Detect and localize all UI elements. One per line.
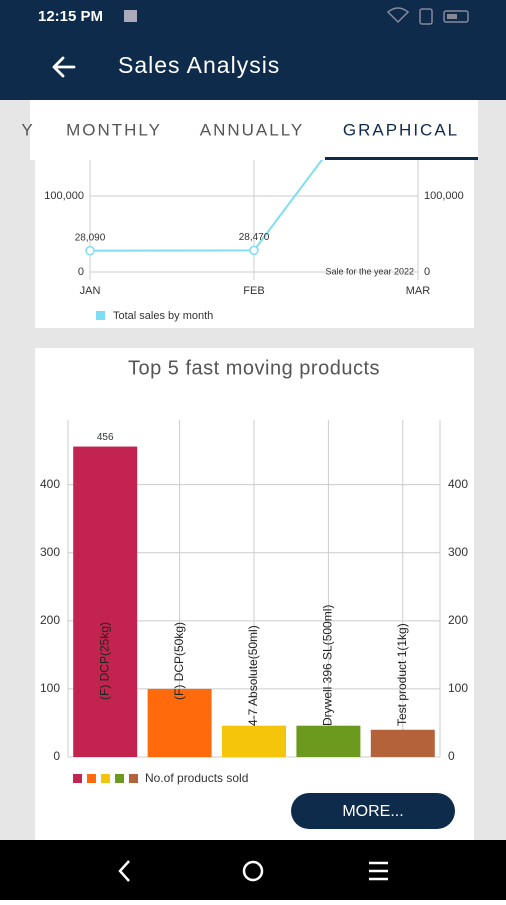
tab-indicator (325, 157, 478, 160)
annotation: Sale for the year 2022 (325, 266, 414, 276)
y2-tick-label: 0 (448, 749, 455, 763)
value-label: 28,090 (75, 232, 106, 243)
y-tick-label: 0 (53, 749, 60, 763)
y2-tick-label: 300 (448, 545, 468, 559)
bar-chart: Top 5 fast moving products 0 0 100 100 200 200… (40, 357, 468, 785)
chart-title: Top 5 fast moving products (128, 357, 380, 379)
y-tick-label: 400 (40, 477, 60, 491)
category-label: (F) DCP(25kg) (97, 622, 111, 700)
tab[interactable]: Y (21, 120, 34, 139)
nav-menu[interactable] (369, 861, 388, 881)
category-label: Drywell 396 SL(500ml) (321, 605, 335, 726)
y2-tick-label: 200 (448, 613, 468, 627)
battery-level (447, 14, 457, 19)
category-label: Test product 1(1kg) (395, 623, 409, 726)
line-point (85, 245, 95, 256)
tab-strip (30, 100, 478, 160)
back-button[interactable] (52, 56, 76, 78)
bar (222, 725, 286, 757)
y-tick-label: 100 (40, 681, 60, 695)
legend-swatch (96, 311, 105, 320)
bar (147, 688, 212, 757)
y-tick-label: 300 (40, 545, 60, 559)
legend-swatch (87, 774, 96, 783)
tab[interactable]: ANNUALLY (200, 120, 305, 139)
category-label: (F) DCP(50kg) (172, 622, 186, 700)
status-icon (124, 10, 137, 22)
tab-selected[interactable]: GRAPHICAL (343, 120, 459, 139)
legend-swatch (101, 774, 110, 783)
nav-home[interactable] (242, 860, 264, 882)
y-tick-label: 100,000 (44, 190, 84, 202)
tab[interactable]: MONTHLY (66, 120, 162, 139)
more-button[interactable] (291, 793, 455, 829)
wifi-icon (386, 7, 410, 24)
legend-swatch (73, 774, 82, 783)
bar (296, 725, 361, 757)
y2-tick-label: 0 (424, 266, 430, 278)
bar (73, 446, 138, 757)
app-bar (0, 0, 506, 100)
legend-label: Total sales by month (113, 310, 213, 322)
category-label: 4-7 Absolute(50ml) (246, 625, 260, 726)
sim-icon (419, 8, 433, 25)
legend-swatch (115, 774, 124, 783)
y2-tick-label: 100,000 (424, 190, 464, 202)
bar (370, 729, 435, 757)
y-tick-label: 0 (78, 266, 84, 278)
legend-label: No.of products sold (145, 771, 248, 785)
x-tick-label: JAN (80, 285, 101, 297)
nav-bar (0, 840, 506, 900)
legend-swatch (129, 774, 138, 783)
value-label: 456 (97, 432, 114, 443)
value-label: 28,470 (239, 232, 270, 243)
more-button-label[interactable]: MORE... (342, 803, 403, 820)
x-tick-label: MAR (406, 285, 431, 297)
line-chart: JAN FEB MAR 0 0 100,000 100,000 28,090 28,470 Tot… (44, 100, 464, 322)
y2-tick-label: 400 (448, 477, 468, 491)
x-tick-label: FEB (243, 285, 264, 297)
y-tick-label: 200 (40, 613, 60, 627)
line-point (249, 245, 259, 256)
battery-icon (443, 10, 469, 23)
app-title: Sales Analysis (118, 52, 280, 78)
status-time: 12:15 PM (38, 8, 103, 25)
y2-tick-label: 100 (448, 681, 468, 695)
nav-back[interactable] (118, 860, 130, 882)
